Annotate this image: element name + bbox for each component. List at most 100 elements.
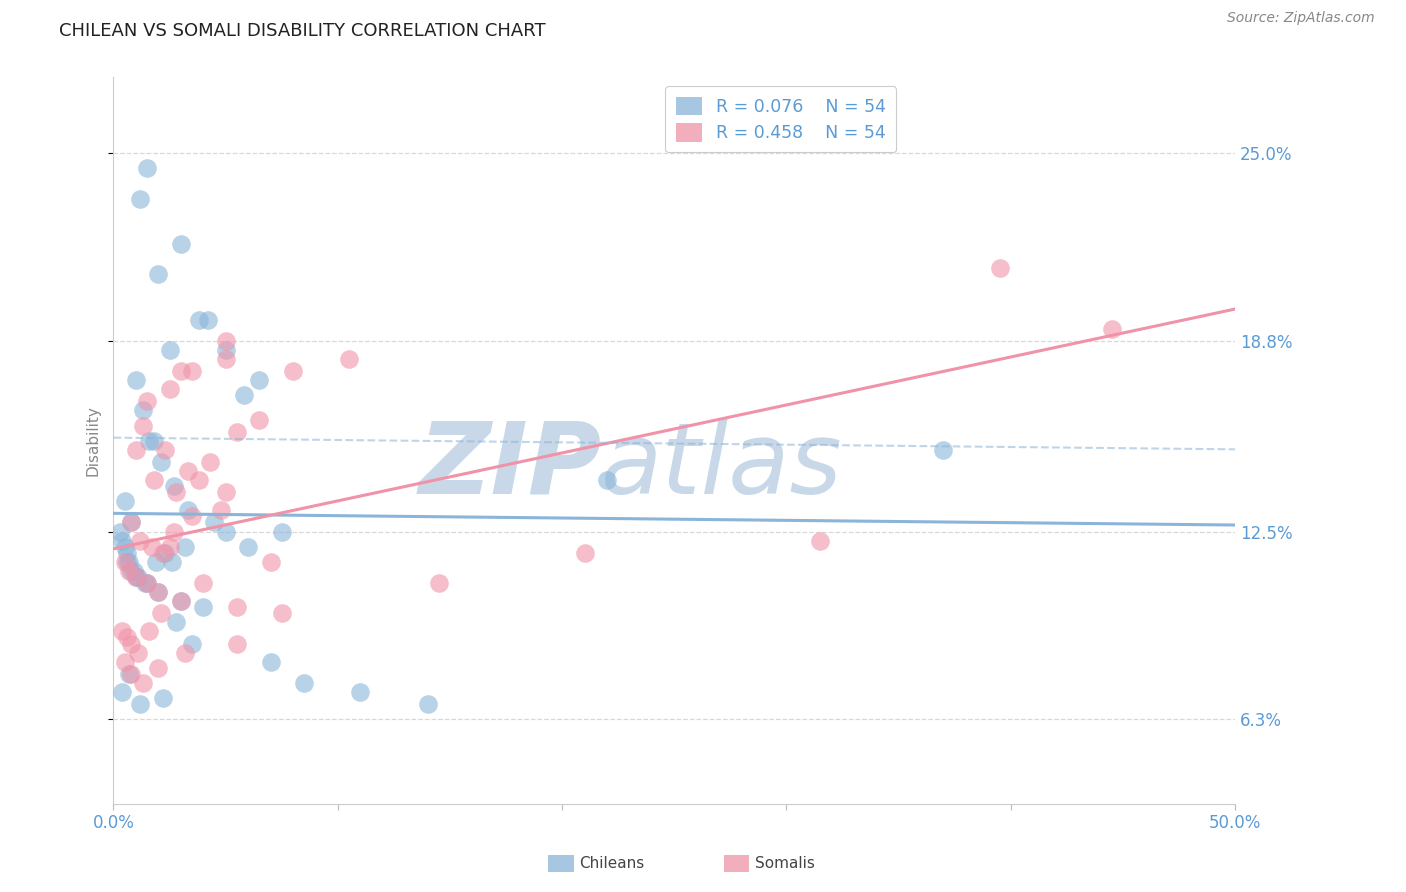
Point [214, 343, 236, 357]
Point [142, 473, 165, 487]
Point [136, 576, 159, 591]
Point [574, 546, 596, 560]
Point [153, 442, 176, 457]
Point [125, 373, 148, 387]
Point [214, 524, 236, 539]
Point [141, 540, 163, 554]
Point [115, 546, 138, 560]
Text: Somalis: Somalis [755, 856, 815, 871]
Point [193, 576, 215, 591]
Point [225, 636, 247, 650]
Text: Chileans: Chileans [579, 856, 644, 871]
Point [193, 600, 215, 615]
Point [120, 636, 142, 650]
Point [932, 442, 955, 457]
Point [125, 442, 148, 457]
Point [153, 546, 176, 560]
Point [134, 576, 156, 591]
Point [204, 516, 226, 530]
Point [159, 540, 181, 554]
Point [198, 455, 221, 469]
Point [214, 351, 236, 366]
Point [225, 425, 247, 439]
Point [197, 312, 219, 326]
Point [115, 631, 138, 645]
Point [114, 494, 136, 508]
Point [136, 161, 159, 176]
Point [136, 576, 159, 591]
Point [236, 540, 259, 554]
Point [114, 540, 136, 554]
Point [120, 564, 142, 578]
Point [120, 516, 142, 530]
Point [174, 646, 197, 660]
Point [125, 570, 148, 584]
Point [138, 434, 160, 448]
Point [259, 555, 281, 569]
Point [127, 646, 149, 660]
Point [136, 394, 159, 409]
Point [349, 685, 371, 699]
Point [259, 655, 281, 669]
Point [270, 524, 292, 539]
Point [125, 570, 148, 584]
Y-axis label: Disability: Disability [86, 405, 100, 476]
Point [110, 524, 132, 539]
Point [114, 555, 136, 569]
Point [1101, 322, 1123, 336]
Point [225, 600, 247, 615]
Point [247, 412, 270, 426]
Point [148, 585, 170, 599]
Point [165, 485, 187, 500]
Point [148, 267, 170, 281]
Point [247, 373, 270, 387]
Point [292, 676, 315, 690]
Point [122, 564, 145, 578]
Point [181, 509, 204, 524]
Point [170, 594, 193, 608]
Point [187, 312, 209, 326]
Point [174, 540, 197, 554]
Point [427, 576, 450, 591]
Point [142, 434, 165, 448]
Point [148, 585, 170, 599]
Point [114, 655, 136, 669]
Point [214, 334, 236, 348]
Point [111, 685, 134, 699]
Point [118, 666, 141, 681]
Point [176, 503, 198, 517]
Point [129, 533, 152, 548]
Point [131, 403, 153, 417]
Point [181, 636, 204, 650]
Legend: R = 0.076    N = 54, R = 0.458    N = 54: R = 0.076 N = 54, R = 0.458 N = 54 [665, 87, 896, 153]
Point [170, 364, 193, 378]
Point [181, 364, 204, 378]
Point [152, 691, 174, 706]
Point [176, 464, 198, 478]
Point [120, 516, 142, 530]
Point [163, 524, 186, 539]
Point [281, 364, 304, 378]
Point [160, 555, 183, 569]
Point [170, 236, 193, 251]
Point [159, 343, 181, 357]
Text: atlas: atlas [602, 417, 844, 515]
Point [187, 473, 209, 487]
Point [131, 676, 153, 690]
Point [120, 666, 142, 681]
Point [148, 661, 170, 675]
Point [214, 485, 236, 500]
Point [152, 546, 174, 560]
Point [129, 192, 152, 206]
Point [138, 624, 160, 639]
Text: Source: ZipAtlas.com: Source: ZipAtlas.com [1227, 11, 1375, 25]
Point [596, 473, 619, 487]
Point [163, 479, 186, 493]
Point [131, 418, 153, 433]
Point [337, 351, 360, 366]
Text: CHILEAN VS SOMALI DISABILITY CORRELATION CHART: CHILEAN VS SOMALI DISABILITY CORRELATION… [59, 22, 546, 40]
Point [118, 555, 141, 569]
Point [145, 555, 167, 569]
Point [149, 455, 172, 469]
Point [129, 697, 152, 711]
